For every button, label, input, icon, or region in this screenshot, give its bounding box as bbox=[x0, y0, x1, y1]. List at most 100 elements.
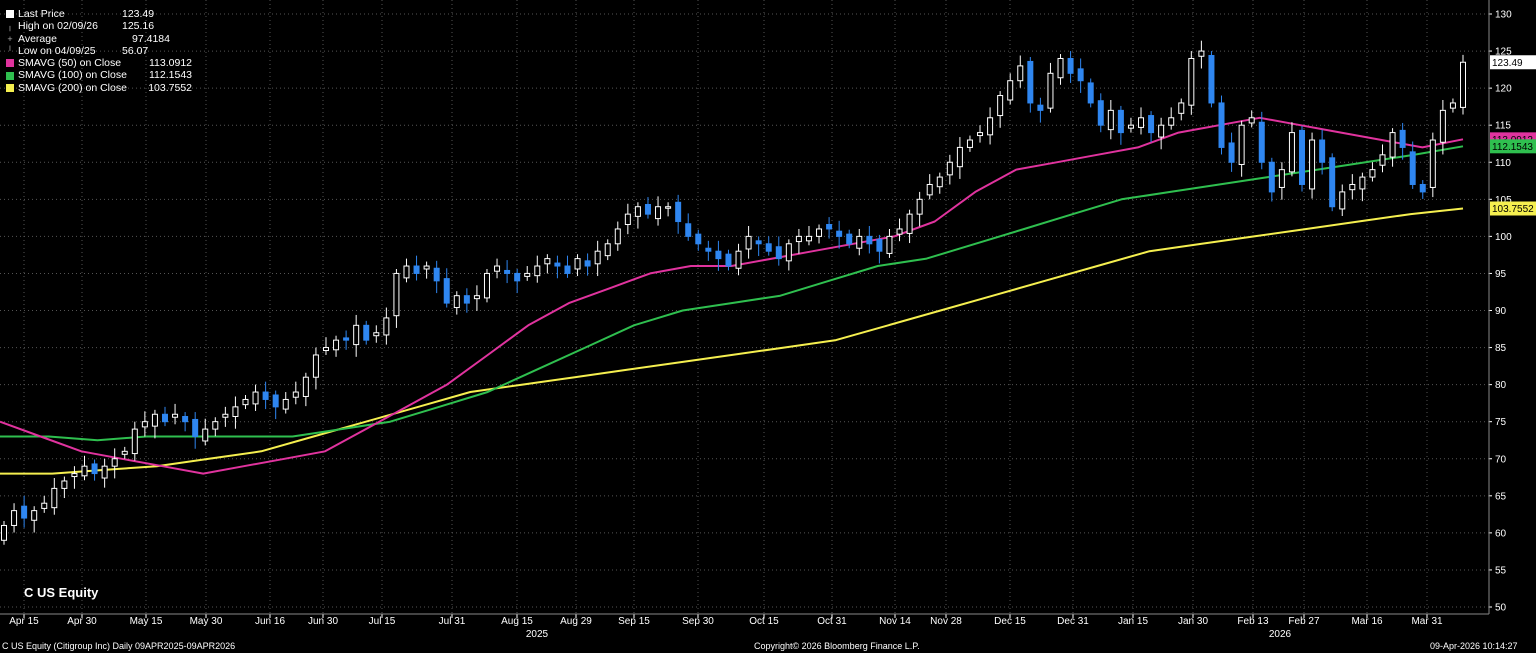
legend-sma50: SMAVG (50) on Close 113.0912 bbox=[6, 57, 192, 69]
price-tag bbox=[1490, 201, 1536, 216]
x-tick-label: Sep 30 bbox=[682, 616, 714, 627]
candle-body bbox=[1238, 124, 1245, 165]
sma200-line bbox=[0, 207, 1464, 475]
x-tick-label: Jun 16 bbox=[255, 616, 285, 627]
candle-body bbox=[997, 95, 1004, 117]
x-tick-label: Oct 31 bbox=[817, 616, 847, 627]
candle-body bbox=[413, 265, 420, 274]
candle-body bbox=[745, 235, 752, 250]
candle-body bbox=[1460, 61, 1466, 108]
last-price-swatch-icon bbox=[6, 10, 14, 19]
candle-body bbox=[1248, 117, 1255, 124]
candle-body bbox=[1299, 129, 1306, 185]
candle-body bbox=[232, 406, 239, 417]
legend-last-price: Last Price 123.49 bbox=[6, 8, 192, 20]
footer-timestamp: 09-Apr-2026 10:14:27 bbox=[1430, 641, 1518, 651]
x-tick-label: Sep 15 bbox=[618, 616, 650, 627]
candle-body bbox=[755, 240, 762, 245]
y-tick-label: 95 bbox=[1495, 269, 1507, 280]
candle-body bbox=[916, 198, 923, 215]
candle-body bbox=[1399, 129, 1406, 148]
legend-low: ╵ Low on 04/09/25 56.07 bbox=[7, 44, 149, 57]
candle-body bbox=[222, 413, 229, 418]
candle-body bbox=[81, 465, 88, 477]
candle-body bbox=[1228, 142, 1235, 163]
candle-body bbox=[111, 458, 118, 467]
low-marker-icon: ╵ bbox=[7, 45, 13, 56]
candle-body bbox=[695, 233, 702, 245]
y-tick-label: 60 bbox=[1495, 528, 1507, 539]
candle-body bbox=[1148, 115, 1155, 134]
candle-body bbox=[172, 413, 179, 418]
candle-body bbox=[282, 398, 289, 410]
candle-body bbox=[1449, 102, 1456, 109]
candle-body bbox=[846, 233, 853, 245]
year-label: 2025 bbox=[526, 629, 549, 640]
candle-body bbox=[1309, 139, 1316, 190]
candle-body bbox=[1007, 80, 1014, 101]
y-tick-label: 105 bbox=[1495, 195, 1512, 206]
y-tick-label: 115 bbox=[1495, 121, 1511, 132]
y-tick-label: 120 bbox=[1495, 84, 1512, 95]
candle-body bbox=[856, 235, 863, 249]
candle-body bbox=[735, 250, 742, 269]
candle-body bbox=[1107, 109, 1114, 131]
candle-body bbox=[423, 265, 430, 270]
candle-body bbox=[1389, 132, 1396, 158]
candle-body bbox=[1258, 121, 1265, 163]
candle-body bbox=[876, 238, 883, 252]
x-tick-label: Oct 15 bbox=[749, 616, 779, 627]
price-tag-label: 103.7552 bbox=[1492, 204, 1534, 215]
candle-body bbox=[665, 206, 672, 209]
y-tick-label: 85 bbox=[1495, 343, 1507, 354]
x-tick-label: Mar 16 bbox=[1351, 616, 1383, 627]
candle-body bbox=[1218, 102, 1225, 148]
candle-body bbox=[1349, 183, 1356, 191]
candle-body bbox=[1097, 100, 1104, 126]
x-tick-label: Dec 31 bbox=[1057, 616, 1089, 627]
y-tick-label: 125 bbox=[1495, 47, 1512, 58]
footer-copyright: Copyright© 2026 Bloomberg Finance L.P. bbox=[754, 641, 920, 651]
candle-body bbox=[373, 332, 380, 337]
y-tick-label: 80 bbox=[1495, 380, 1507, 391]
average-marker-icon: + bbox=[7, 33, 13, 44]
candle-body bbox=[1017, 65, 1024, 82]
candle-body bbox=[1178, 102, 1185, 114]
candle-body bbox=[1288, 132, 1295, 173]
candle-body bbox=[403, 265, 410, 279]
x-tick-label: Feb 13 bbox=[1237, 616, 1269, 627]
candle-body bbox=[1127, 124, 1134, 129]
footer-security-info: C US Equity (Citigroup Inc) Daily 09APR2… bbox=[2, 641, 236, 651]
candle-body bbox=[212, 421, 219, 430]
legend-sma200: SMAVG (200) on Close 103.7552 bbox=[6, 82, 192, 94]
candle-body bbox=[1158, 124, 1165, 138]
candle-body bbox=[614, 228, 621, 245]
candle-body bbox=[1329, 157, 1336, 208]
candle-body bbox=[544, 258, 551, 265]
candle-body bbox=[1188, 57, 1195, 106]
candle-body bbox=[343, 337, 350, 341]
candle-body bbox=[11, 510, 18, 526]
x-tick-label: Jun 30 bbox=[308, 616, 338, 627]
candle-body bbox=[1319, 139, 1326, 163]
y-tick-label: 65 bbox=[1495, 491, 1507, 502]
candle-body bbox=[896, 228, 903, 235]
candle-body bbox=[363, 324, 370, 341]
candle-body bbox=[785, 243, 792, 262]
candle-body bbox=[91, 463, 98, 475]
candle-body bbox=[312, 354, 319, 378]
y-tick-label: 75 bbox=[1495, 417, 1507, 428]
candle-body bbox=[101, 465, 108, 479]
x-tick-label: Dec 15 bbox=[994, 616, 1026, 627]
candle-body bbox=[795, 235, 802, 243]
candle-body bbox=[1409, 151, 1416, 185]
candle-body bbox=[956, 146, 963, 168]
candle-body bbox=[715, 250, 722, 260]
price-tag-label: 123.49 bbox=[1492, 58, 1523, 69]
candle-body bbox=[685, 223, 692, 237]
price-tag bbox=[1490, 55, 1536, 70]
candle-body bbox=[604, 243, 611, 257]
candle-body bbox=[805, 235, 812, 242]
candle-body bbox=[161, 413, 168, 423]
candle-body bbox=[433, 267, 440, 282]
